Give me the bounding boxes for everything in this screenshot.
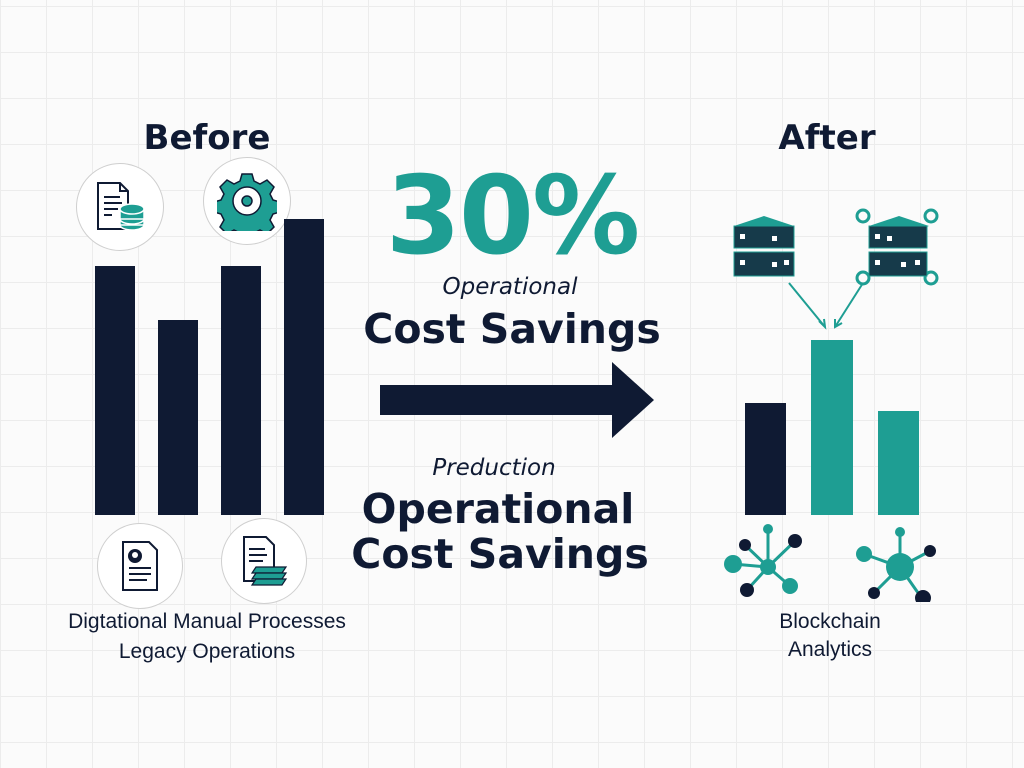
percent-value: 30% [385, 154, 641, 279]
document-database-icon [76, 163, 164, 251]
cost-savings-headline-2: Cost Savings [351, 530, 649, 578]
before-bar-2 [158, 320, 198, 515]
after-title: After [778, 118, 876, 158]
after-caption-line1: Blockchain [779, 610, 881, 633]
right-arrow-icon [380, 362, 654, 438]
blockchain-network-cube-icon [855, 208, 939, 286]
before-caption-line1: Digtational Manual Processes [68, 610, 346, 633]
operational-headline: Operational [361, 485, 635, 533]
converging-arrows-icon [788, 282, 864, 330]
cost-savings-headline: Cost Savings [363, 305, 661, 353]
before-caption-line2: Legacy Operations [118, 640, 296, 663]
preduction-subtitle: Preduction [432, 455, 556, 481]
document-stack-icon [221, 518, 307, 604]
gear-icon [203, 157, 291, 245]
after-bar-1 [745, 403, 786, 515]
network-node-icon [856, 527, 936, 602]
after-bar-3 [878, 411, 919, 515]
network-node-icon [724, 524, 802, 597]
after-caption-line2: Analytics [787, 638, 873, 661]
after-bar-2 [811, 340, 853, 515]
blockchain-cube-icon [733, 216, 795, 277]
before-bar-4 [284, 219, 324, 515]
operational-subtitle: Operational [442, 274, 578, 300]
before-bar-1 [95, 266, 135, 515]
before-bar-3 [221, 266, 261, 515]
document-user-icon [97, 523, 183, 609]
before-title: Before [143, 118, 271, 158]
